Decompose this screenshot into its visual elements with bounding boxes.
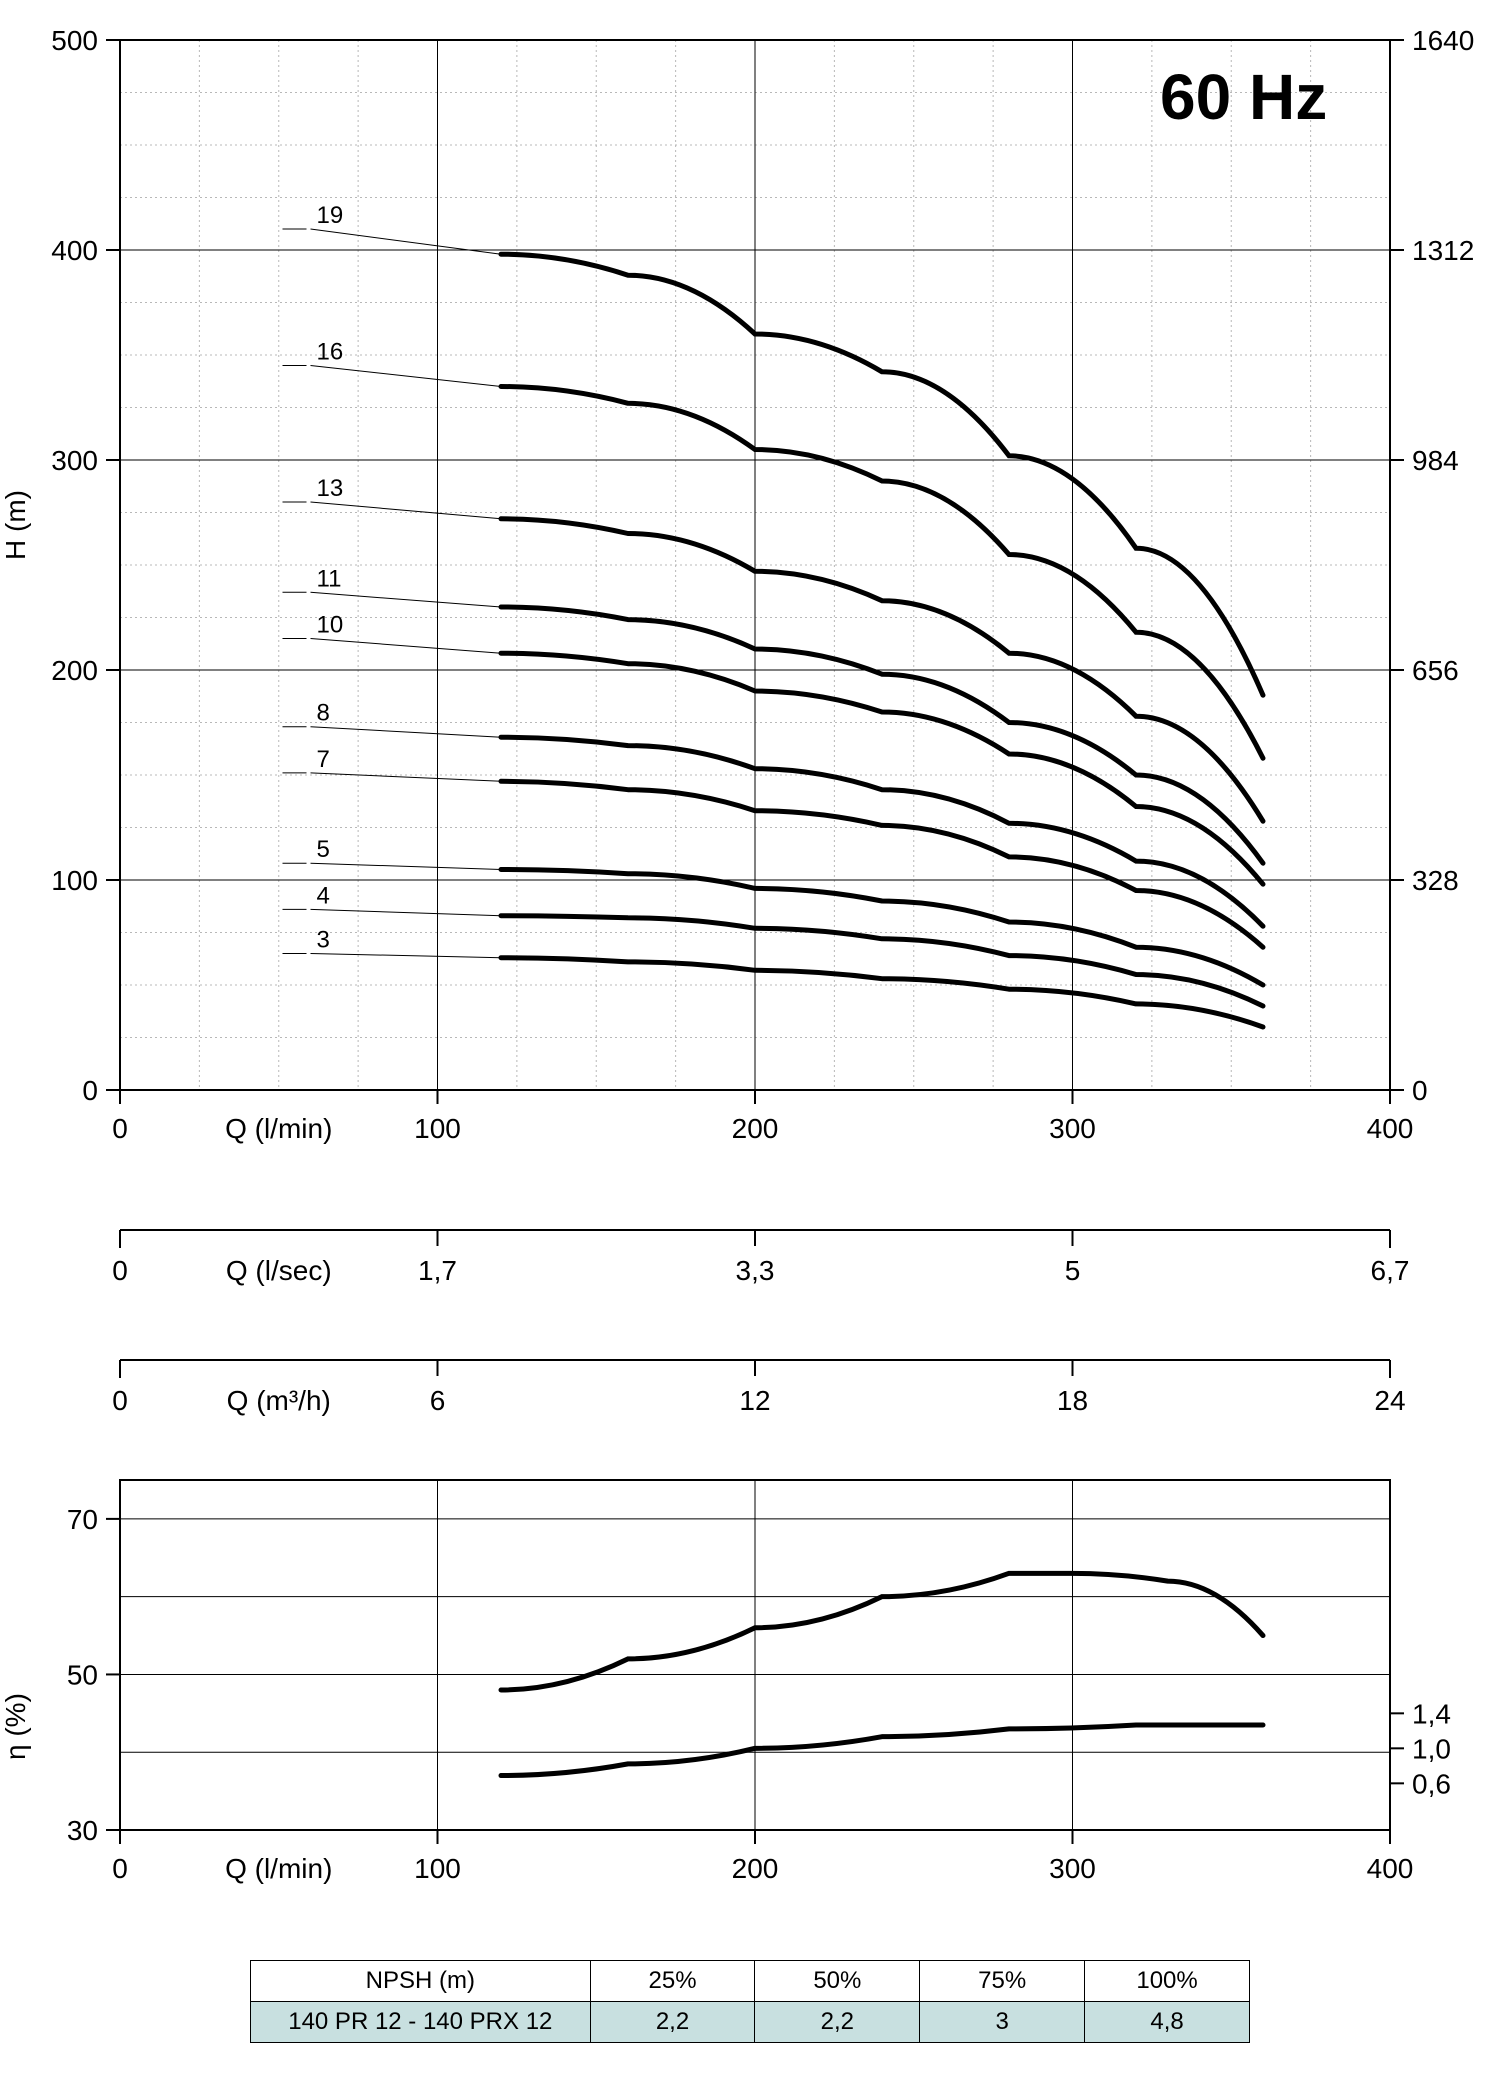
svg-text:984: 984 [1412,445,1459,476]
svg-text:70: 70 [67,1504,98,1535]
npsh-row-label: 140 PR 12 - 140 PRX 12 [251,2002,591,2043]
svg-text:100: 100 [414,1853,461,1884]
svg-text:300: 300 [51,445,98,476]
svg-text:6: 6 [430,1385,446,1416]
svg-text:19: 19 [317,202,344,229]
npsh-cell: 2,2 [590,2002,755,2043]
frequency-badge: 60 Hz [1160,60,1327,134]
npsh-cell: 2,2 [755,2002,920,2043]
svg-text:24: 24 [1374,1385,1405,1416]
svg-text:0: 0 [1412,1075,1428,1106]
svg-text:300: 300 [1049,1113,1096,1144]
npsh-header-cell: NPSH (m) [251,1961,591,2002]
chart-canvas: 0100200300400Q (l/min)010020030040050003… [0,0,1500,2080]
svg-text:100: 100 [51,865,98,896]
svg-text:1,0: 1,0 [1412,1733,1451,1764]
y-axis-left-label: H (m) [0,490,32,560]
svg-text:8: 8 [317,700,330,727]
svg-text:1640: 1640 [1412,25,1474,56]
eff-y-left-label: η (%) [0,1693,32,1760]
svg-text:1,7: 1,7 [418,1255,457,1286]
svg-text:1312: 1312 [1412,235,1474,266]
svg-text:0: 0 [112,1113,128,1144]
svg-text:0: 0 [112,1255,128,1286]
npsh-table: NPSH (m)25%50%75%100% 140 PR 12 - 140 PRX… [250,1960,1250,2043]
svg-text:200: 200 [732,1853,779,1884]
npsh-cell: 3 [920,2002,1085,2043]
svg-text:16: 16 [317,339,344,366]
svg-text:0: 0 [82,1075,98,1106]
svg-text:6,7: 6,7 [1371,1255,1410,1286]
svg-text:Q (m³/h): Q (m³/h) [227,1385,331,1416]
npsh-header-cell: 50% [755,1961,920,2002]
svg-text:5: 5 [317,836,330,863]
svg-text:3: 3 [317,927,330,954]
svg-text:1,4: 1,4 [1412,1698,1451,1729]
svg-text:3,3: 3,3 [736,1255,775,1286]
svg-text:12: 12 [739,1385,770,1416]
svg-text:328: 328 [1412,865,1459,896]
svg-text:Q (l/min): Q (l/min) [225,1853,332,1884]
svg-text:400: 400 [51,235,98,266]
svg-text:50: 50 [67,1659,98,1690]
svg-text:4: 4 [317,882,330,909]
svg-text:10: 10 [317,612,344,639]
svg-text:Q (l/min): Q (l/min) [225,1113,332,1144]
svg-text:400: 400 [1367,1853,1414,1884]
svg-text:11: 11 [317,565,342,592]
svg-text:13: 13 [317,475,344,502]
svg-text:300: 300 [1049,1853,1096,1884]
svg-text:200: 200 [51,655,98,686]
svg-text:500: 500 [51,25,98,56]
svg-text:18: 18 [1057,1385,1088,1416]
svg-text:0,6: 0,6 [1412,1768,1451,1799]
npsh-header-cell: 100% [1085,1961,1250,2002]
svg-text:200: 200 [732,1113,779,1144]
svg-text:400: 400 [1367,1113,1414,1144]
svg-text:100: 100 [414,1113,461,1144]
npsh-cell: 4,8 [1085,2002,1250,2043]
svg-text:656: 656 [1412,655,1459,686]
svg-text:Q (l/sec): Q (l/sec) [226,1255,332,1286]
svg-text:30: 30 [67,1815,98,1846]
svg-text:7: 7 [317,746,330,773]
npsh-header-cell: 25% [590,1961,755,2002]
svg-text:5: 5 [1065,1255,1081,1286]
svg-text:0: 0 [112,1853,128,1884]
svg-text:0: 0 [112,1385,128,1416]
npsh-header-cell: 75% [920,1961,1085,2002]
